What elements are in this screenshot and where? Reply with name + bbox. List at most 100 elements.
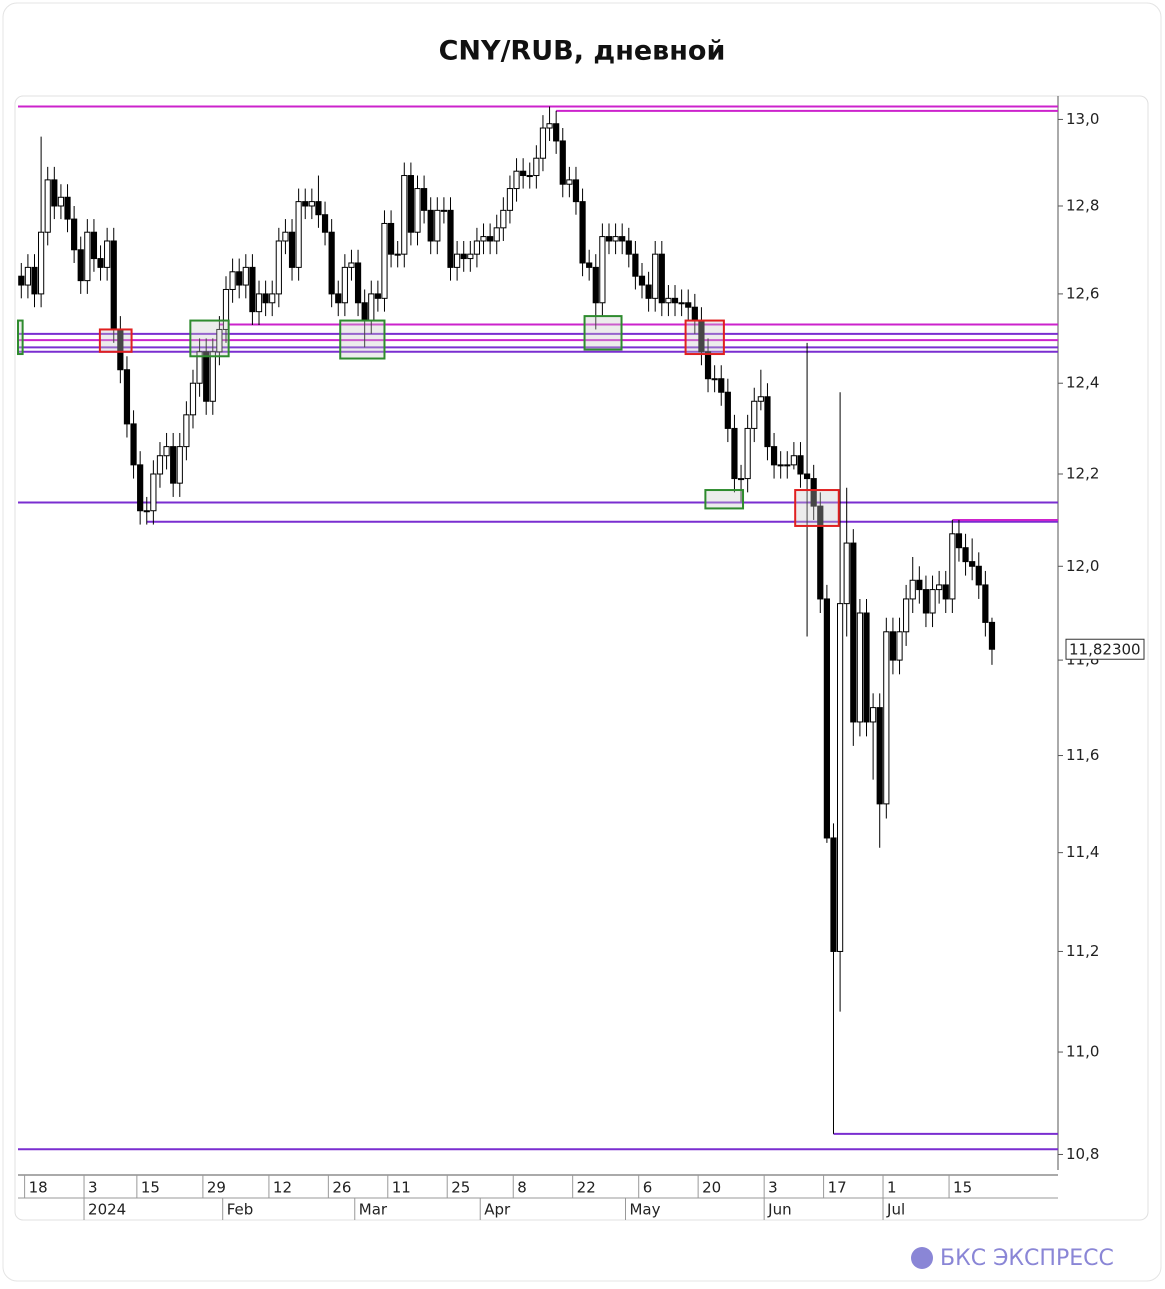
candle-body [797,455,804,475]
candle-body [625,240,632,255]
candle-body [341,266,348,304]
zone-box [17,319,24,356]
candle-body [757,396,764,402]
candle-body [922,589,930,614]
candle-body [949,533,956,600]
candle-body [619,236,626,242]
candle-body [830,837,837,952]
candle-body [420,188,428,211]
candle-body [955,533,963,549]
candle-body [731,427,738,480]
last-price-box [1065,638,1145,660]
candle-body [718,378,725,393]
candle-body [988,621,996,650]
candle-body [896,631,903,661]
zone-box [583,315,623,351]
candle-body [737,478,745,481]
candle-body [143,510,150,513]
candle-body [183,414,190,448]
candle-body [572,179,580,203]
candle-body [434,209,441,242]
zone-box [339,319,386,360]
candle-body [130,423,137,466]
candle-body [909,579,916,600]
candle-body [592,266,599,304]
x-tick-label: 17 [828,1179,847,1197]
y-tick-label: 12,6 [1066,284,1099,302]
candle-body [803,473,811,480]
candle-body [150,473,157,512]
candle-body [665,297,672,304]
candle-body [308,201,315,207]
month-tick-label: 2024 [88,1201,126,1219]
brand-logo [911,1247,933,1269]
candle-body [176,446,183,484]
x-tick-label: 11 [392,1179,411,1197]
candle-body [381,222,388,299]
candle-body [77,249,84,282]
candle-body [678,302,685,305]
candle-body [605,236,613,242]
month-tick-label: Mar [359,1201,388,1219]
candle-body [559,140,566,185]
candle-body [671,297,679,304]
y-tick-label: 13,0 [1066,110,1099,128]
candle-body [282,231,289,242]
candle-body [137,464,144,512]
month-tick-label: Apr [484,1201,511,1219]
candle-body [236,271,243,286]
x-tick-label: 26 [332,1179,351,1197]
candle-body [196,351,203,384]
candle-body [850,542,857,723]
candle-body [790,455,797,466]
candle-body [216,328,223,353]
candle-body [658,253,665,304]
candle-body [691,306,698,322]
candle-body [777,464,784,467]
candle-body [863,612,870,723]
candle-body [599,236,606,304]
candle-body [645,284,652,299]
candle-body [764,396,771,448]
x-tick-label: 3 [768,1179,778,1197]
candle-body [368,293,375,322]
candle-body [969,561,976,567]
candle-body [632,253,639,277]
candle-body [249,266,256,313]
candle-body [275,240,282,295]
candle-body [711,378,718,381]
candle-body [751,400,758,429]
candle-body [982,584,989,623]
candle-body [354,262,362,304]
candle-body [836,603,844,952]
candle-body [361,302,368,322]
x-tick-label: 6 [643,1179,653,1197]
candle-body [473,240,481,255]
candle-body [929,589,936,614]
candle-body [586,262,593,268]
candle-body [870,707,877,723]
candle-body [962,547,969,563]
candle-body [823,598,830,839]
month-tick-label: Jun [767,1201,791,1219]
candle-body [817,505,824,600]
candle-body [84,231,91,282]
candle-body [553,123,560,142]
candle-body [374,293,381,299]
candle-body [454,253,461,268]
plot [17,105,1058,1151]
candle-body [480,236,487,242]
month-tick-label: May [629,1201,660,1219]
x-tick-label: 20 [702,1179,721,1197]
candle-body [744,427,751,480]
y-tick-label: 11,6 [1066,746,1099,764]
candle-body [493,227,500,242]
candle-body [533,157,540,177]
candle-body [229,271,236,290]
candle-body [295,201,302,268]
candle-body [97,258,104,268]
candle-body [31,266,38,295]
candle-body [685,302,692,308]
candle-body [222,288,230,330]
